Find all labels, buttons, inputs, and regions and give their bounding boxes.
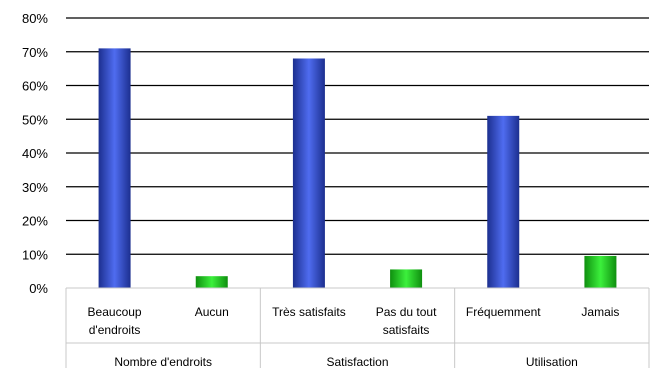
group-label: Nombre d'endroits <box>114 355 212 368</box>
y-tick-label: 70% <box>22 45 48 60</box>
y-tick-label: 0% <box>29 281 48 296</box>
y-tick-label: 10% <box>22 247 48 262</box>
category-label: Fréquemment <box>466 305 541 319</box>
category-label: Très satisfaits <box>272 305 346 319</box>
bars <box>98 48 617 288</box>
bar <box>584 255 617 288</box>
group-label: Satisfaction <box>326 355 388 368</box>
gridlines <box>66 17 649 255</box>
category-label: Aucun <box>195 305 229 319</box>
group-labels: Nombre d'endroits Satisfaction Utilisation <box>114 355 578 368</box>
bar <box>487 115 520 288</box>
category-label: Pas du tout <box>376 305 437 319</box>
y-tick-label: 30% <box>22 180 48 195</box>
y-tick-label: 80% <box>22 11 48 26</box>
bar <box>195 276 228 288</box>
category-labels: Beaucoup d'endroits Aucun Très satisfaits Pa… <box>88 305 620 337</box>
y-tick-label: 60% <box>22 79 48 94</box>
category-label: Beaucoup <box>88 305 142 319</box>
bar <box>390 269 423 288</box>
category-label: Jamais <box>581 305 619 319</box>
category-axis <box>65 287 650 368</box>
category-label: d'endroits <box>89 323 141 337</box>
y-tick-label: 40% <box>22 146 48 161</box>
y-axis-ticks: 0% 10% 20% 30% 40% 50% 60% 70% 80% <box>22 11 48 296</box>
bar <box>98 48 131 288</box>
y-tick-label: 20% <box>22 214 48 229</box>
y-tick-label: 50% <box>22 112 48 127</box>
bar <box>292 58 325 288</box>
group-label: Utilisation <box>526 355 578 368</box>
category-label: satisfaits <box>383 323 430 337</box>
